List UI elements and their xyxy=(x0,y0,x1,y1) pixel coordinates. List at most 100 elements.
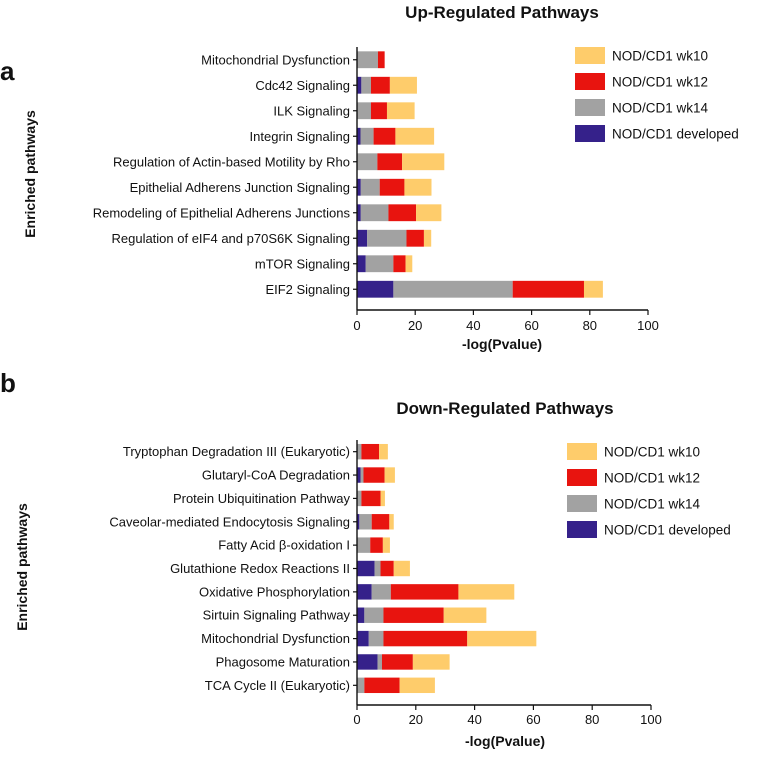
category-label-a-2: ILK Signaling xyxy=(273,103,350,118)
category-label-b-4: Fatty Acid β-oxidation I xyxy=(218,538,350,553)
bar-b-5-wk14 xyxy=(374,560,381,577)
legend-label-b-developed: NOD/CD1 developed xyxy=(604,523,731,538)
panel-b-xlabel: -log(Pvalue) xyxy=(465,733,545,749)
legend-label-b-wk10: NOD/CD1 wk10 xyxy=(604,445,700,460)
bar-b-8-wk12 xyxy=(383,630,468,647)
legend-swatch-b-wk12 xyxy=(567,469,597,486)
panel-b-title: Down-Regulated Pathways xyxy=(396,399,613,418)
bar-b-9-wk12 xyxy=(381,654,413,670)
bar-a-8-wk10 xyxy=(405,255,413,273)
legend-swatch-a-developed xyxy=(575,125,605,142)
x-tick-label-b-3: 60 xyxy=(526,712,540,727)
x-tick-label-a-3: 60 xyxy=(524,318,538,333)
bar-a-1-wk10 xyxy=(389,76,417,94)
bar-a-1-wk12 xyxy=(370,76,390,94)
bar-b-6-developed xyxy=(357,584,372,600)
bar-b-3-wk12 xyxy=(371,514,390,530)
bar-a-2-wk14 xyxy=(357,102,371,120)
panel-a-letter: a xyxy=(0,56,15,86)
bar-a-5-developed xyxy=(357,178,361,196)
bar-b-4-wk10 xyxy=(382,537,390,553)
bar-a-9-wk10 xyxy=(583,280,603,298)
bar-b-7-developed xyxy=(357,607,365,623)
x-tick-label-b-2: 40 xyxy=(467,712,481,727)
bar-a-2-wk12 xyxy=(370,102,387,120)
category-label-b-0: Tryptophan Degradation III (Eukaryotic) xyxy=(123,444,350,459)
bar-a-5-wk12 xyxy=(379,178,405,196)
bar-b-4-wk14 xyxy=(357,537,371,553)
x-tick-label-b-4: 80 xyxy=(585,712,599,727)
category-label-a-6: Remodeling of Epithelial Adherens Juncti… xyxy=(93,205,351,220)
panel-b-ylabel: Enriched pathways xyxy=(14,503,30,631)
category-label-b-10: TCA Cycle II (Eukaryotic) xyxy=(205,678,350,693)
bar-a-3-wk12 xyxy=(373,127,396,145)
bar-b-8-wk14 xyxy=(368,630,384,647)
bar-a-0-wk14 xyxy=(357,51,378,69)
x-tick-label-a-2: 40 xyxy=(466,318,480,333)
category-label-b-1: Glutaryl-CoA Degradation xyxy=(202,468,350,483)
x-tick-label-b-0: 0 xyxy=(353,712,360,727)
bar-b-7-wk14 xyxy=(364,607,384,623)
bar-b-1-wk14 xyxy=(360,467,364,483)
bar-a-6-wk14 xyxy=(360,204,389,222)
bar-b-8-developed xyxy=(357,630,369,647)
legend-label-a-wk10: NOD/CD1 wk10 xyxy=(612,49,708,64)
legend-label-a-wk14: NOD/CD1 wk14 xyxy=(612,101,709,116)
bar-a-1-developed xyxy=(357,76,362,94)
x-tick-label-a-0: 0 xyxy=(353,318,360,333)
category-label-a-5: Epithelial Adherens Junction Signaling xyxy=(130,180,350,195)
bar-b-10-wk14 xyxy=(357,677,365,694)
category-label-b-5: Glutathione Redox Reactions II xyxy=(170,561,350,576)
bar-b-10-wk10 xyxy=(399,677,435,694)
category-label-a-8: mTOR Signaling xyxy=(255,256,350,271)
bar-a-2-wk10 xyxy=(386,102,415,120)
bar-a-3-developed xyxy=(357,127,361,145)
category-label-b-7: Sirtuin Signaling Pathway xyxy=(203,608,351,623)
bar-b-5-developed xyxy=(357,560,375,577)
bar-b-5-wk10 xyxy=(393,560,410,577)
category-label-a-0: Mitochondrial Dysfunction xyxy=(201,52,350,67)
category-label-a-7: Regulation of eIF4 and p70S6K Signaling xyxy=(111,231,350,246)
bar-b-5-wk12 xyxy=(380,560,394,577)
legend-swatch-b-wk14 xyxy=(567,495,597,512)
bar-a-7-wk12 xyxy=(406,229,424,247)
panel-a-xlabel: -log(Pvalue) xyxy=(462,336,542,352)
bar-b-2-wk12 xyxy=(361,490,381,507)
x-tick-label-b-1: 20 xyxy=(409,712,423,727)
bar-b-7-wk10 xyxy=(443,607,487,623)
bar-a-5-wk14 xyxy=(360,178,380,196)
category-label-a-9: EIF2 Signaling xyxy=(265,282,350,297)
x-tick-label-a-4: 80 xyxy=(583,318,597,333)
bar-a-9-wk14 xyxy=(393,280,513,298)
category-label-a-4: Regulation of Actin-based Motility by Rh… xyxy=(113,154,350,169)
bar-b-0-wk14 xyxy=(357,443,362,460)
category-label-a-1: Cdc42 Signaling xyxy=(255,78,350,93)
bar-b-9-wk10 xyxy=(412,654,450,670)
bar-b-7-wk12 xyxy=(383,607,444,623)
bar-b-0-wk10 xyxy=(379,443,388,460)
bar-b-1-wk10 xyxy=(384,467,395,483)
legend-label-b-wk12: NOD/CD1 wk12 xyxy=(604,471,700,486)
bar-a-3-wk14 xyxy=(360,127,374,145)
bar-a-6-developed xyxy=(357,204,361,222)
panel-b-letter: b xyxy=(0,368,16,398)
legend-swatch-a-wk14 xyxy=(575,99,605,116)
legend-swatch-a-wk12 xyxy=(575,73,605,90)
legend-label-b-wk14: NOD/CD1 wk14 xyxy=(604,497,701,512)
bar-b-3-wk10 xyxy=(389,514,394,530)
bar-a-0-wk12 xyxy=(377,51,385,69)
bar-a-7-wk10 xyxy=(423,229,432,247)
bar-b-8-wk10 xyxy=(467,630,537,647)
bar-a-8-developed xyxy=(357,255,366,273)
category-label-b-9: Phagosome Maturation xyxy=(216,654,350,669)
bar-a-4-wk14 xyxy=(357,153,378,171)
bar-a-6-wk10 xyxy=(416,204,442,222)
x-tick-label-b-5: 100 xyxy=(640,712,662,727)
panel-a-ylabel: Enriched pathways xyxy=(22,110,38,238)
category-label-b-8: Mitochondrial Dysfunction xyxy=(201,631,350,646)
legend-swatch-b-developed xyxy=(567,521,597,538)
panel-a-legend: NOD/CD1 wk10 NOD/CD1 wk12 NOD/CD1 wk14 NOD/… xyxy=(575,47,739,142)
x-tick-label-a-1: 20 xyxy=(408,318,422,333)
